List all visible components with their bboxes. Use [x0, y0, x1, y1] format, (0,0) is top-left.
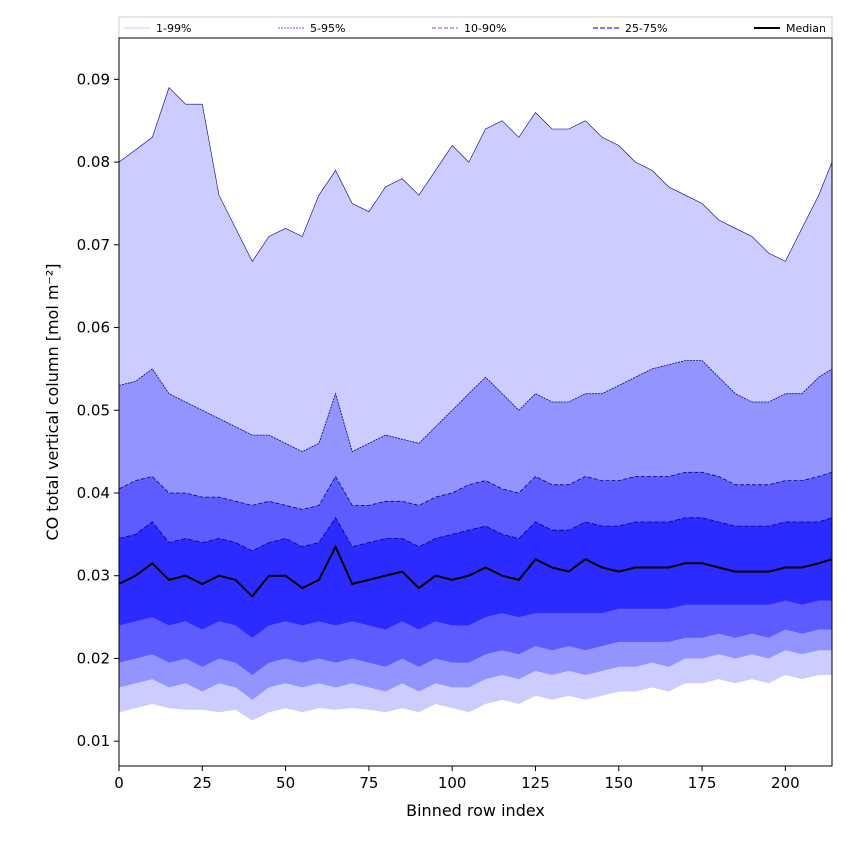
legend-label-median: Median	[786, 22, 826, 35]
y-tick-label: 0.07	[77, 236, 110, 254]
y-tick-label: 0.05	[77, 401, 110, 419]
band-25-75-upper-edge	[118, 517, 833, 552]
x-tick-label: 125	[521, 774, 550, 792]
plot-area	[118, 87, 833, 721]
x-axis-label: Binned row index	[406, 801, 545, 820]
band-5-95-upper-edge	[118, 360, 833, 453]
legend-label-1-99: 1-99%	[156, 22, 191, 35]
x-tick-label: 150	[604, 774, 633, 792]
x-tick-label: 175	[688, 774, 717, 792]
y-tick-label: 0.03	[77, 567, 110, 585]
legend-label-25-75: 25-75%	[625, 22, 667, 35]
y-tick-label: 0.09	[77, 70, 110, 88]
legend-label-5-95: 5-95%	[310, 22, 345, 35]
median-line	[118, 544, 833, 598]
y-tick-label: 0.04	[77, 484, 110, 502]
y-axis-label: CO total vertical column [mol m⁻²]	[43, 263, 62, 540]
x-tick-label: 100	[438, 774, 467, 792]
x-tick-label: 50	[276, 774, 295, 792]
x-axis: 0 25 50 75 100 125 150 175 200	[114, 766, 800, 792]
x-tick-label: 200	[771, 774, 800, 792]
band-10-90-upper-edge	[118, 471, 833, 510]
y-tick-label: 0.06	[77, 319, 110, 337]
y-tick-label: 0.08	[77, 153, 110, 171]
x-tick-label: 75	[359, 774, 378, 792]
y-tick-label: 0.01	[77, 732, 110, 750]
y-tick-label: 0.02	[77, 649, 110, 667]
plot-frame	[118, 37, 833, 767]
x-tick-label: 0	[114, 774, 124, 792]
legend-label-10-90: 10-90%	[464, 22, 506, 35]
band-1-99-upper-edge	[118, 87, 833, 262]
band-25-75-fill	[119, 517, 832, 638]
x-tick-label: 25	[193, 774, 212, 792]
y-axis: 0.01 0.02 0.03 0.04 0.05 0.06 0.07 0.08 0.09	[77, 70, 119, 750]
legend: 1-99% 5-95% 10-90% 25-75% Median	[118, 16, 833, 39]
